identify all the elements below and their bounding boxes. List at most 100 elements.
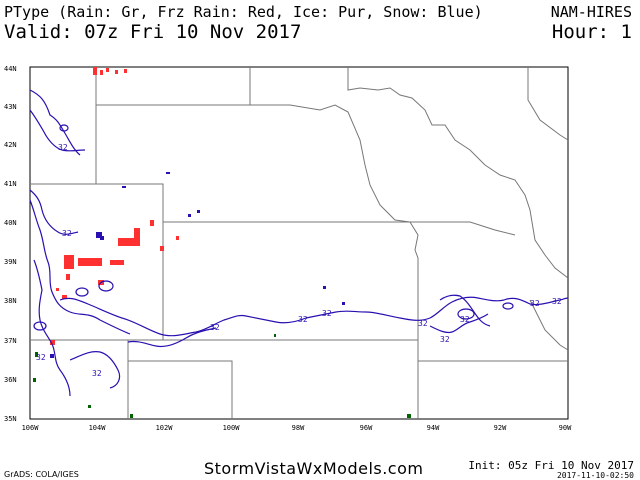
contour-label: 32 — [552, 297, 562, 306]
frz-rain-cell — [106, 68, 109, 72]
frz-rain-cell — [62, 295, 67, 299]
lon-label: 100W — [223, 424, 241, 432]
contour-32f — [69, 351, 121, 389]
lon-label: 98W — [292, 424, 305, 432]
snow-cell — [122, 186, 126, 188]
contour-label: 32 — [62, 229, 72, 238]
frz-rain-cell — [110, 260, 124, 265]
lon-label: 96W — [360, 424, 373, 432]
lat-label: 37N — [4, 337, 17, 345]
rain-cell — [35, 352, 38, 357]
frz-rain-cell — [176, 236, 179, 240]
snow-cell — [50, 354, 54, 358]
contour-32f — [502, 302, 514, 310]
state-boundaries — [30, 67, 569, 419]
longitude-axis: 106W 104W 102W 100W 98W 96W 94W 92W 90W — [22, 424, 573, 432]
rain-cell — [33, 378, 36, 382]
contour-label: 32 — [440, 335, 450, 344]
snow-cell — [166, 172, 170, 174]
snow-areas — [50, 172, 345, 358]
snow-cell — [197, 210, 200, 213]
lat-label: 39N — [4, 258, 17, 266]
lon-label: 104W — [89, 424, 107, 432]
contour-label: 32 — [460, 315, 470, 324]
frz-rain-cell — [150, 220, 154, 226]
snow-cell — [96, 232, 102, 238]
lon-label: 106W — [22, 424, 40, 432]
contour-label: 32 — [322, 309, 332, 318]
rain-cell — [407, 414, 411, 418]
contour-label: 32 — [418, 319, 428, 328]
contour-32f — [33, 321, 47, 331]
ok-panhandle-border — [127, 340, 233, 419]
lon-label: 92W — [494, 424, 507, 432]
lon-label: 102W — [156, 424, 174, 432]
init-time: Init: 05z Fri 10 Nov 2017 — [468, 459, 634, 472]
contour-32f — [29, 199, 131, 335]
frz-rain-cell — [134, 228, 140, 242]
contour-32f — [29, 109, 86, 152]
contour-label: 32 — [36, 353, 46, 362]
frz-rain-cell — [115, 70, 118, 74]
lat-label: 41N — [4, 180, 17, 188]
contour-label: 32 — [530, 299, 540, 308]
lat-label: 38N — [4, 297, 17, 305]
snow-cell — [323, 286, 326, 289]
contour-32f — [29, 189, 79, 235]
snow-cell — [188, 214, 191, 217]
contour-label: 32 — [92, 369, 102, 378]
brand-watermark: StormVistaWxModels.com — [204, 459, 424, 478]
rain-cell — [88, 405, 91, 408]
contour-32f-main — [59, 296, 569, 337]
sd-mn-ia-border — [249, 67, 411, 223]
il-mo-river — [529, 299, 569, 351]
mn-ia-border — [347, 67, 486, 166]
valid-time: Valid: 07z Fri 10 Nov 2017 — [4, 21, 302, 43]
map-frame — [29, 66, 569, 420]
lat-label: 43N — [4, 103, 17, 111]
model-name: NAM-HIRES — [550, 3, 632, 21]
frz-rain-cell — [160, 246, 164, 251]
freezing-rain-areas — [50, 67, 179, 345]
frz-rain-cell — [56, 288, 59, 291]
lon-label: 94W — [427, 424, 440, 432]
snow-freezing-contours — [29, 89, 569, 397]
contour-label: 32 — [210, 323, 220, 332]
frz-rain-cell — [118, 238, 140, 246]
contour-label: 32 — [58, 143, 68, 152]
mo-ia-border — [410, 221, 516, 236]
frz-rain-cell — [124, 69, 127, 73]
ia-il-border — [484, 164, 569, 279]
lat-label: 35N — [4, 415, 17, 423]
lat-label: 40N — [4, 219, 17, 227]
frz-rain-cell — [64, 255, 74, 269]
contour-32f — [98, 280, 114, 292]
snow-cell — [100, 236, 104, 240]
contour-32f — [457, 308, 475, 320]
generated-timestamp: 2017-11-10-02:50 — [556, 471, 634, 480]
lat-label: 44N — [4, 65, 17, 73]
lon-label: 90W — [559, 424, 572, 432]
frz-rain-cell — [100, 70, 103, 75]
wi-border — [527, 67, 569, 141]
snow-cell — [342, 302, 345, 305]
contour-32f — [75, 287, 89, 297]
contour-32f — [127, 327, 217, 348]
lat-label: 36N — [4, 376, 17, 384]
contour-32f — [33, 259, 71, 397]
frz-rain-cell — [50, 340, 55, 345]
rain-areas — [33, 334, 411, 418]
contour-32f — [439, 294, 491, 327]
grads-credit: GrADS: COLA/IGES — [4, 470, 79, 479]
contour-label: 32 — [298, 315, 308, 324]
frz-rain-cell — [66, 274, 70, 280]
ks-mo-border — [409, 221, 419, 342]
forecast-hour: Hour: 1 — [551, 21, 632, 43]
latitude-axis: 44N 43N 42N 41N 40N 39N 38N 37N 36N 35N — [4, 65, 17, 423]
lat-label: 42N — [4, 141, 17, 149]
rain-cell — [274, 334, 276, 337]
contour-32f — [59, 124, 69, 132]
frz-rain-cell — [93, 67, 97, 75]
map-title: PType (Rain: Gr, Frz Rain: Red, Ice: Pur… — [4, 3, 483, 21]
